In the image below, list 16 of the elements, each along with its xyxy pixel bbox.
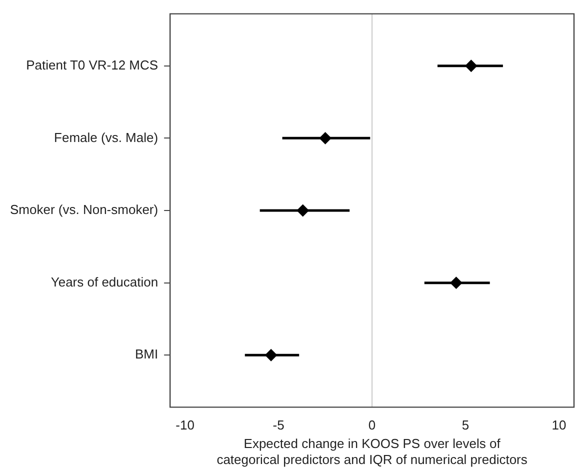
point <box>265 349 278 362</box>
x-tick-label: 0 <box>368 418 376 433</box>
point <box>319 132 332 144</box>
y-tick-label: BMI <box>134 346 158 362</box>
point <box>450 276 462 289</box>
point <box>465 60 478 72</box>
y-tick-label: Smoker (vs. Non-smoker) <box>10 202 158 218</box>
x-tick-label: 10 <box>552 418 566 433</box>
y-tick-label: Patient T0 VR-12 MCS <box>26 57 158 72</box>
x-tick-label: -10 <box>176 418 194 433</box>
y-tick-label: Female (vs. Male) <box>54 130 158 145</box>
y-tick-label: Years of education <box>50 274 158 290</box>
x-tick-label: 5 <box>462 418 470 433</box>
x-axis-title: Expected change in KOOS PS over levels of categorical predictors and IQR of numerical predictors <box>216 436 528 467</box>
x-tick-label: -5 <box>272 418 284 433</box>
point <box>296 204 309 216</box>
